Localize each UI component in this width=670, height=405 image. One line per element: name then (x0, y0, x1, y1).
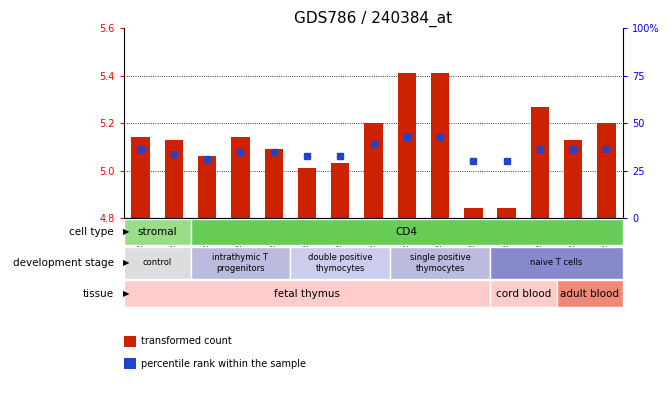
Bar (431, 73, 449, 218)
Bar (464, 209, 482, 218)
Text: development stage: development stage (13, 258, 114, 268)
Bar (290, 247, 390, 279)
Bar (490, 281, 557, 307)
Text: intrathymic T
progenitors: intrathymic T progenitors (212, 253, 269, 273)
Text: control: control (143, 258, 172, 267)
Text: cord blood: cord blood (496, 289, 551, 299)
Bar (364, 123, 383, 218)
Text: ▶: ▶ (123, 228, 130, 237)
Text: naive T cells: naive T cells (531, 258, 583, 267)
Bar (124, 219, 190, 245)
Bar (531, 107, 549, 218)
Text: CD4: CD4 (396, 227, 418, 237)
Text: adult blood: adult blood (560, 289, 619, 299)
Text: percentile rank within the sample: percentile rank within the sample (141, 359, 306, 369)
Bar (564, 140, 582, 218)
Text: fetal thymus: fetal thymus (274, 289, 340, 299)
Bar (390, 247, 490, 279)
Text: single positive
thymocytes: single positive thymocytes (409, 253, 470, 273)
Bar (598, 123, 616, 218)
Bar (124, 247, 190, 279)
Bar (165, 140, 183, 218)
Bar (124, 281, 490, 307)
Text: stromal: stromal (137, 227, 177, 237)
Bar (190, 219, 623, 245)
Bar (298, 168, 316, 218)
Text: ▶: ▶ (123, 258, 130, 267)
Bar (231, 137, 249, 218)
Text: tissue: tissue (83, 289, 114, 299)
Text: transformed count: transformed count (141, 337, 231, 346)
Bar (265, 149, 283, 218)
Bar (398, 73, 416, 218)
Bar (498, 209, 516, 218)
Text: ▶: ▶ (123, 289, 130, 298)
Bar (198, 156, 216, 218)
Bar (331, 163, 349, 218)
Bar (490, 247, 623, 279)
Text: cell type: cell type (69, 227, 114, 237)
Bar (557, 281, 623, 307)
Title: GDS786 / 240384_at: GDS786 / 240384_at (294, 11, 453, 27)
Text: double positive
thymocytes: double positive thymocytes (308, 253, 373, 273)
Bar (131, 137, 149, 218)
Bar (190, 247, 290, 279)
